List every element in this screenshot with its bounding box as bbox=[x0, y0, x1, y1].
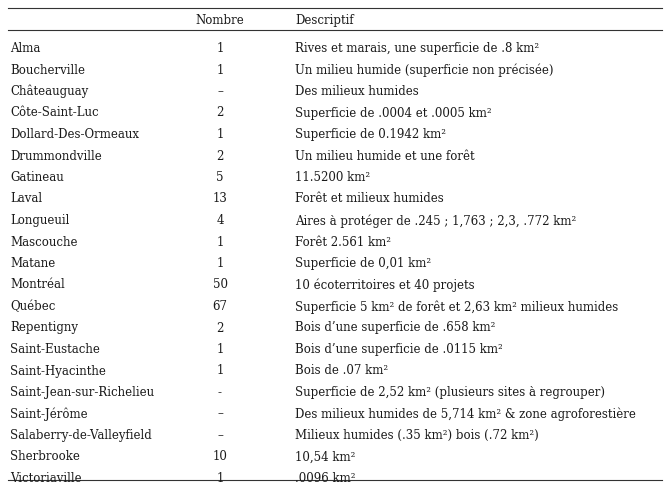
Text: 4: 4 bbox=[216, 214, 224, 227]
Text: Superficie de .0004 et .0005 km²: Superficie de .0004 et .0005 km² bbox=[295, 106, 492, 120]
Text: Sherbrooke: Sherbrooke bbox=[10, 450, 80, 464]
Text: Salaberry-de-Valleyfield: Salaberry-de-Valleyfield bbox=[10, 429, 151, 442]
Text: 1: 1 bbox=[216, 236, 224, 248]
Text: Un milieu humide (superficie non précisée): Un milieu humide (superficie non précisé… bbox=[295, 64, 553, 77]
Text: Bois de .07 km²: Bois de .07 km² bbox=[295, 365, 388, 377]
Text: 1: 1 bbox=[216, 64, 224, 76]
Text: Descriptif: Descriptif bbox=[295, 14, 354, 27]
Text: 1: 1 bbox=[216, 472, 224, 485]
Text: 1: 1 bbox=[216, 343, 224, 356]
Text: Superficie de 0,01 km²: Superficie de 0,01 km² bbox=[295, 257, 431, 270]
Text: 10,54 km²: 10,54 km² bbox=[295, 450, 355, 464]
Text: Saint-Jérôme: Saint-Jérôme bbox=[10, 408, 88, 421]
Text: Mascouche: Mascouche bbox=[10, 236, 78, 248]
Text: Alma: Alma bbox=[10, 42, 40, 55]
Text: Aires à protéger de .245 ; 1,763 ; 2,3, .772 km²: Aires à protéger de .245 ; 1,763 ; 2,3, … bbox=[295, 214, 576, 227]
Text: Châteauguay: Châteauguay bbox=[10, 85, 88, 98]
Text: Un milieu humide et une forêt: Un milieu humide et une forêt bbox=[295, 149, 474, 163]
Text: Nombre: Nombre bbox=[196, 14, 245, 27]
Text: Saint-Hyacinthe: Saint-Hyacinthe bbox=[10, 365, 106, 377]
Text: Gatineau: Gatineau bbox=[10, 171, 64, 184]
Text: Milieux humides (.35 km²) bois (.72 km²): Milieux humides (.35 km²) bois (.72 km²) bbox=[295, 429, 539, 442]
Text: 50: 50 bbox=[212, 278, 228, 292]
Text: Montréal: Montréal bbox=[10, 278, 65, 292]
Text: Forêt 2.561 km²: Forêt 2.561 km² bbox=[295, 236, 391, 248]
Text: 1: 1 bbox=[216, 365, 224, 377]
Text: 1: 1 bbox=[216, 257, 224, 270]
Text: 10 écoterritoires et 40 projets: 10 écoterritoires et 40 projets bbox=[295, 278, 474, 292]
Text: Côte-Saint-Luc: Côte-Saint-Luc bbox=[10, 106, 98, 120]
Text: Boucherville: Boucherville bbox=[10, 64, 85, 76]
Text: Saint-Eustache: Saint-Eustache bbox=[10, 343, 100, 356]
Text: 2: 2 bbox=[216, 106, 224, 120]
Text: 2: 2 bbox=[216, 149, 224, 163]
Text: Superficie de 0.1942 km²: Superficie de 0.1942 km² bbox=[295, 128, 446, 141]
Text: -: - bbox=[218, 386, 222, 399]
Text: Québec: Québec bbox=[10, 300, 56, 313]
Text: 10: 10 bbox=[212, 450, 227, 464]
Text: .0096 km²: .0096 km² bbox=[295, 472, 356, 485]
Text: 1: 1 bbox=[216, 128, 224, 141]
Text: Bois d’une superficie de .658 km²: Bois d’une superficie de .658 km² bbox=[295, 321, 495, 335]
Text: 13: 13 bbox=[212, 193, 227, 205]
Text: 67: 67 bbox=[212, 300, 228, 313]
Text: –: – bbox=[217, 85, 223, 98]
Text: Dollard-Des-Ormeaux: Dollard-Des-Ormeaux bbox=[10, 128, 139, 141]
Text: 11.5200 km²: 11.5200 km² bbox=[295, 171, 370, 184]
Text: Superficie de 2,52 km² (plusieurs sites à regrouper): Superficie de 2,52 km² (plusieurs sites … bbox=[295, 386, 605, 399]
Text: Victoriaville: Victoriaville bbox=[10, 472, 82, 485]
Text: Longueuil: Longueuil bbox=[10, 214, 70, 227]
Text: Des milieux humides de 5,714 km² & zone agroforestière: Des milieux humides de 5,714 km² & zone … bbox=[295, 408, 636, 421]
Text: Laval: Laval bbox=[10, 193, 42, 205]
Text: Repentigny: Repentigny bbox=[10, 321, 78, 335]
Text: Bois d’une superficie de .0115 km²: Bois d’une superficie de .0115 km² bbox=[295, 343, 502, 356]
Text: 2: 2 bbox=[216, 321, 224, 335]
Text: Rives et marais, une superficie de .8 km²: Rives et marais, une superficie de .8 km… bbox=[295, 42, 539, 55]
Text: Forêt et milieux humides: Forêt et milieux humides bbox=[295, 193, 444, 205]
Text: –: – bbox=[217, 408, 223, 420]
Text: 5: 5 bbox=[216, 171, 224, 184]
Text: Matane: Matane bbox=[10, 257, 55, 270]
Text: 1: 1 bbox=[216, 42, 224, 55]
Text: –: – bbox=[217, 429, 223, 442]
Text: Saint-Jean-sur-Richelieu: Saint-Jean-sur-Richelieu bbox=[10, 386, 154, 399]
Text: Drummondville: Drummondville bbox=[10, 149, 102, 163]
Text: Superficie 5 km² de forêt et 2,63 km² milieux humides: Superficie 5 km² de forêt et 2,63 km² mi… bbox=[295, 300, 618, 314]
Text: Des milieux humides: Des milieux humides bbox=[295, 85, 419, 98]
